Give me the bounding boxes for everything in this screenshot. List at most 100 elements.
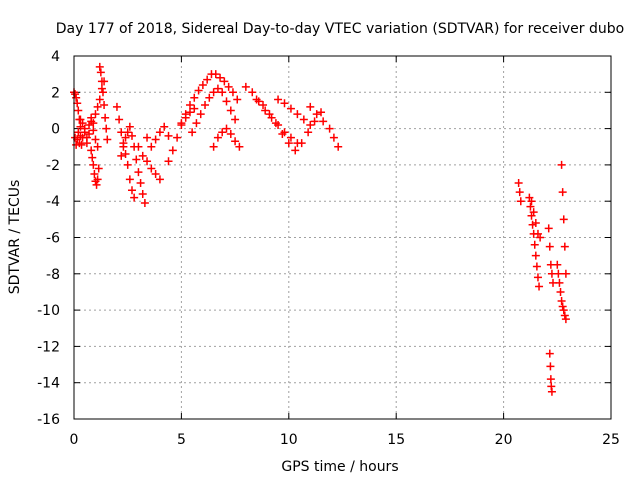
data-point <box>213 133 222 142</box>
series-track-h <box>117 122 149 208</box>
series-track-f <box>80 117 102 151</box>
x-tick-label: 0 <box>70 432 79 448</box>
y-tick-label: 2 <box>51 85 60 101</box>
data-point <box>280 99 289 108</box>
data-point <box>134 142 143 151</box>
data-point <box>515 188 524 197</box>
data-point <box>530 240 539 249</box>
data-point <box>233 95 242 104</box>
series-track-m <box>188 84 240 137</box>
data-point <box>546 375 555 384</box>
data-point <box>125 122 134 131</box>
data-point <box>213 84 222 93</box>
data-point <box>558 188 567 197</box>
series-track-b <box>71 128 87 149</box>
x-tick-label: 25 <box>602 432 620 448</box>
data-point <box>554 269 563 278</box>
data-point <box>188 128 197 137</box>
data-point <box>160 122 169 131</box>
data-point <box>177 119 186 128</box>
data-point <box>209 88 218 97</box>
y-tick-label: -4 <box>46 194 60 210</box>
data-point <box>190 93 199 102</box>
data-point <box>545 242 554 251</box>
data-point <box>151 169 160 178</box>
data-point <box>102 124 111 133</box>
data-point <box>123 128 132 137</box>
data-point <box>100 101 109 110</box>
data-point <box>514 179 523 188</box>
data-point <box>71 90 80 99</box>
data-point <box>205 93 214 102</box>
data-point <box>140 199 149 208</box>
series-track-e <box>95 62 112 144</box>
series-track-o <box>241 82 302 148</box>
data-point <box>226 130 235 139</box>
data-point <box>222 97 231 106</box>
data-point <box>77 140 86 149</box>
data-point <box>560 242 569 251</box>
data-point <box>529 208 538 217</box>
series-track-p <box>252 95 326 155</box>
data-point <box>310 117 319 126</box>
data-point <box>545 349 554 358</box>
data-point <box>101 113 110 122</box>
data-point <box>261 106 270 115</box>
data-point <box>198 81 207 90</box>
data-point <box>319 117 328 126</box>
data-point <box>119 142 128 151</box>
data-point <box>138 151 147 160</box>
data-point <box>91 135 100 144</box>
x-tick-labels: 0 5 10 15 20 25 <box>70 432 620 448</box>
data-point <box>557 160 566 169</box>
y-tick-label: -8 <box>46 267 60 283</box>
data-point <box>531 218 540 227</box>
data-point <box>535 282 544 291</box>
data-point <box>87 146 96 155</box>
data-point <box>93 102 102 111</box>
data-point <box>95 62 104 71</box>
data-point <box>121 150 130 159</box>
y-tick-label: -16 <box>37 412 60 428</box>
x-axis-label: GPS time / hours <box>281 459 398 475</box>
data-point <box>155 175 164 184</box>
series-track-s <box>514 179 525 206</box>
y-axis-label: SDTVAR / TECUs <box>7 180 23 295</box>
data-point <box>209 142 218 151</box>
data-point <box>547 387 556 396</box>
y-tick-label: -2 <box>46 158 60 174</box>
data-point <box>74 106 83 115</box>
data-point <box>216 73 225 82</box>
data-point <box>220 77 229 86</box>
data-point <box>560 311 569 320</box>
data-point <box>284 139 293 148</box>
data-point <box>299 115 308 124</box>
data-point <box>164 157 173 166</box>
data-point <box>96 68 105 77</box>
data-point <box>103 135 112 144</box>
series-track-g <box>112 102 139 202</box>
data-point <box>73 99 82 108</box>
data-point <box>194 86 203 95</box>
x-tick-label: 10 <box>280 432 298 448</box>
data-point <box>123 160 132 169</box>
y-tick-label: -14 <box>37 376 60 392</box>
data-point <box>132 155 141 164</box>
series-track-x <box>557 160 570 278</box>
data-point <box>185 101 194 110</box>
data-point <box>168 146 177 155</box>
data-point <box>259 101 268 110</box>
data-point <box>211 70 220 79</box>
chart-title: Day 177 of 2018, Sidereal Day-to-day VTE… <box>56 21 624 37</box>
data-point <box>274 95 283 104</box>
data-point <box>85 130 94 139</box>
data-point <box>190 104 199 113</box>
data-point <box>88 153 97 162</box>
data-point <box>181 110 190 119</box>
data-point <box>127 186 136 195</box>
data-point <box>306 102 315 111</box>
data-point <box>559 306 568 315</box>
data-point <box>125 175 134 184</box>
data-point <box>121 133 130 142</box>
